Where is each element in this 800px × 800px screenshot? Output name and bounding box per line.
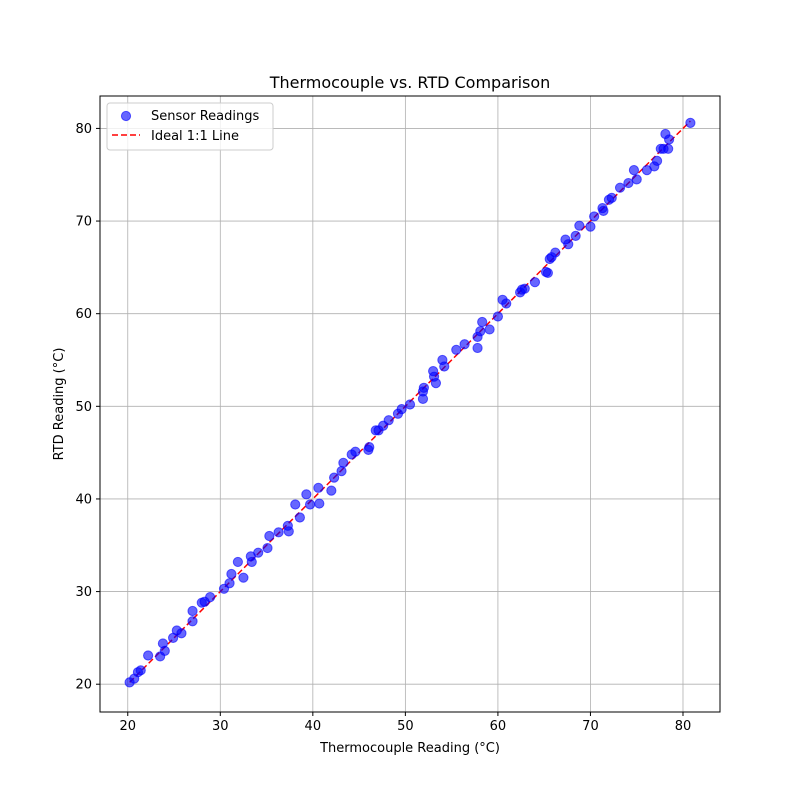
axis-ticks: 20 30 40 50 60 70 80 20 30 40 50 60 70 80 xyxy=(75,122,691,734)
scatter-point xyxy=(294,512,305,523)
y-tick-label: 80 xyxy=(75,122,92,137)
scatter-point xyxy=(238,572,249,583)
scatter-point xyxy=(451,344,462,355)
legend: Sensor Readings Ideal 1:1 Line xyxy=(106,102,274,151)
scatter-point xyxy=(475,326,486,337)
scatter-point xyxy=(418,382,429,393)
x-tick-label: 30 xyxy=(212,719,229,734)
scatter-point xyxy=(484,324,495,335)
scatter-point xyxy=(623,177,634,189)
scatter-point xyxy=(226,568,237,580)
scatter-point xyxy=(262,542,273,554)
plot-frame xyxy=(99,95,721,713)
x-tick-label: 40 xyxy=(305,719,322,734)
scatter-point xyxy=(631,174,642,185)
y-tick-label: 60 xyxy=(75,307,92,322)
scatter-point xyxy=(264,530,275,542)
scatter-point xyxy=(598,205,609,216)
scatter-point xyxy=(663,143,674,154)
scatter-point xyxy=(501,298,512,309)
legend-box xyxy=(106,102,274,151)
scatter-point xyxy=(439,361,450,372)
scatter-point xyxy=(205,592,216,603)
scatter-point xyxy=(313,482,324,493)
scatter-point xyxy=(176,628,187,639)
scatter-point xyxy=(329,472,340,483)
scatter-point xyxy=(563,239,574,250)
y-tick-label: 30 xyxy=(75,585,92,600)
scatter-point xyxy=(651,155,663,166)
x-axis-label: Thermocouple Reading (°C) xyxy=(319,741,500,756)
chart-title: Thermocouple vs. RTD Comparison xyxy=(269,73,551,92)
scatter-point xyxy=(430,378,442,389)
y-tick-label: 70 xyxy=(75,215,92,230)
x-tick-label: 20 xyxy=(119,719,136,734)
scatter-point xyxy=(472,342,483,354)
x-tick-label: 50 xyxy=(397,719,414,734)
scatter-point xyxy=(574,220,585,231)
scatter-point xyxy=(159,645,170,656)
scatter-point xyxy=(143,650,154,661)
scatter-point xyxy=(301,489,312,500)
scatter-point xyxy=(290,499,301,510)
y-tick-label: 50 xyxy=(75,400,92,415)
scatter-point xyxy=(314,498,325,509)
scatter-point xyxy=(664,134,675,145)
scatter-point xyxy=(326,485,337,496)
scatter-point xyxy=(283,526,294,537)
scatter-point xyxy=(589,211,600,222)
scatter-point xyxy=(606,192,617,203)
scatter-point xyxy=(273,527,284,538)
scatter-point xyxy=(492,311,504,322)
scatter-point xyxy=(529,277,541,288)
y-tick-label: 40 xyxy=(75,492,92,507)
x-tick-label: 60 xyxy=(490,719,507,734)
scatter-point xyxy=(304,499,316,510)
legend-label-sensor-readings: Sensor Readings xyxy=(151,109,259,124)
scatter-point xyxy=(550,247,561,258)
scatter-point xyxy=(519,283,530,294)
scatter-point xyxy=(135,665,146,676)
scatter-point xyxy=(246,556,257,568)
scatter-point xyxy=(396,403,407,415)
scatter-point xyxy=(459,339,470,350)
legend-marker-sensor-readings xyxy=(120,110,132,122)
y-tick-label: 20 xyxy=(75,678,92,693)
scatter-point xyxy=(224,578,235,589)
scatter-point xyxy=(253,547,264,558)
legend-label-ideal-line: Ideal 1:1 Line xyxy=(151,129,239,144)
scatter-point xyxy=(383,415,394,426)
x-tick-label: 80 xyxy=(675,719,692,734)
scatter-point xyxy=(364,441,375,453)
scatter-point xyxy=(232,556,243,568)
scatter-point xyxy=(187,616,198,627)
scatter-point xyxy=(477,316,488,328)
scatter-points xyxy=(124,117,696,688)
scatter-point xyxy=(685,117,696,128)
scatter-point xyxy=(628,165,640,176)
scatter-point xyxy=(570,230,581,241)
scatter-point xyxy=(542,267,553,279)
scatter-point xyxy=(350,446,361,457)
scatter-point xyxy=(614,182,626,193)
x-tick-label: 70 xyxy=(582,719,599,734)
scatter-point xyxy=(187,605,198,617)
scatter-point xyxy=(585,221,596,232)
scatter-point xyxy=(404,399,416,410)
y-axis-label: RTD Reading (°C) xyxy=(52,348,67,461)
scatter-point xyxy=(336,466,347,477)
scatter-point xyxy=(338,457,349,468)
